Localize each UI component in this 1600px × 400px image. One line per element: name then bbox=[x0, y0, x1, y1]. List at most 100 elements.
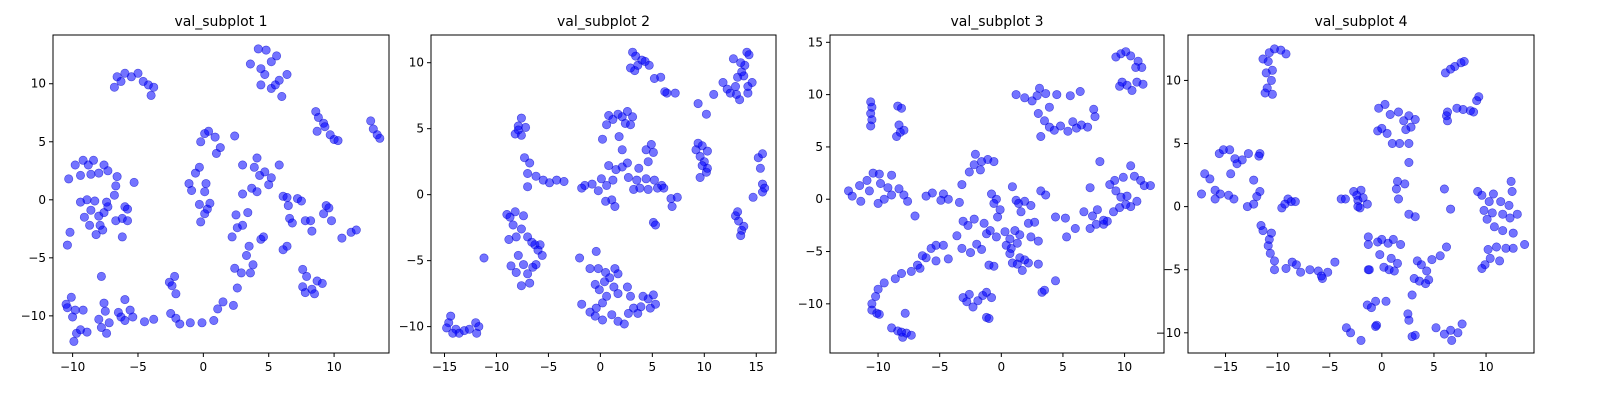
scatter-point bbox=[1105, 180, 1115, 190]
y-tick-label: 5 bbox=[815, 140, 823, 154]
scatter-point bbox=[609, 282, 619, 292]
scatter-point bbox=[1118, 172, 1128, 182]
scatter-point bbox=[102, 328, 112, 338]
scatter-point bbox=[1488, 189, 1498, 199]
scatter-point bbox=[1435, 251, 1445, 261]
scatter-point bbox=[1346, 328, 1356, 338]
scatter-point bbox=[602, 180, 612, 190]
scatter-point bbox=[1379, 262, 1389, 272]
scatter-point bbox=[1237, 155, 1247, 165]
scatter-point bbox=[602, 291, 612, 301]
scatter-point bbox=[1138, 79, 1148, 89]
scatter-point bbox=[90, 196, 100, 206]
scatter-point bbox=[1015, 230, 1025, 240]
scatter-point bbox=[277, 92, 287, 102]
scatter-point bbox=[1389, 266, 1399, 276]
scatter-point bbox=[643, 184, 653, 194]
scatter-point bbox=[104, 318, 114, 328]
scatter-point bbox=[617, 145, 627, 155]
scatter-point bbox=[324, 203, 334, 213]
scatter-point bbox=[123, 204, 133, 214]
scatter-point bbox=[1340, 194, 1350, 204]
scatter-point bbox=[1095, 157, 1105, 167]
y-tick-label: −5 bbox=[406, 254, 424, 268]
scatter-point bbox=[1260, 88, 1270, 98]
scatter-point bbox=[1477, 263, 1487, 273]
scatter-point bbox=[516, 113, 526, 123]
scatter-point bbox=[575, 253, 585, 263]
scatter-point bbox=[894, 184, 904, 194]
scatter-point bbox=[249, 162, 259, 172]
scatter-point bbox=[525, 278, 535, 288]
subplot-title: val_subplot 2 bbox=[557, 14, 650, 30]
scatter-point bbox=[1404, 158, 1414, 168]
scatter-point bbox=[1375, 250, 1385, 260]
scatter-point bbox=[258, 232, 268, 242]
scatter-point bbox=[238, 220, 248, 230]
scatter-point bbox=[1041, 190, 1051, 200]
scatter-point bbox=[1459, 56, 1469, 66]
scatter-point bbox=[1070, 224, 1080, 234]
scatter-point bbox=[1487, 208, 1497, 218]
scatter-point bbox=[1281, 49, 1291, 59]
y-tick-label: −5 bbox=[28, 251, 46, 265]
scatter-point bbox=[1386, 253, 1396, 263]
scatter-point bbox=[594, 285, 604, 295]
scatter-point bbox=[1366, 303, 1376, 313]
scatter-point bbox=[1115, 203, 1125, 213]
scatter-point bbox=[351, 225, 361, 235]
scatter-point bbox=[984, 313, 994, 323]
scatter-point bbox=[518, 211, 528, 221]
scatter-point bbox=[903, 196, 913, 206]
scatter-point bbox=[1362, 199, 1372, 209]
scatter-point bbox=[248, 260, 258, 270]
scatter-point bbox=[957, 243, 967, 253]
scatter-point bbox=[116, 76, 126, 86]
scatter-point bbox=[245, 268, 255, 278]
scatter-point bbox=[643, 157, 653, 167]
scatter-point bbox=[577, 299, 587, 309]
subplot-title: val_subplot 3 bbox=[951, 14, 1044, 30]
scatter-point bbox=[1506, 176, 1516, 186]
scatter-point bbox=[977, 244, 987, 254]
scatter-point bbox=[1072, 123, 1082, 133]
scatter-point bbox=[120, 295, 130, 305]
scatter-point bbox=[622, 282, 632, 292]
y-tick-label: 5 bbox=[38, 135, 46, 149]
scatter-point bbox=[1498, 226, 1508, 236]
scatter-point bbox=[1030, 217, 1040, 227]
scatter-point bbox=[167, 281, 177, 291]
scatter-point bbox=[140, 317, 150, 327]
scatter-point bbox=[931, 256, 941, 266]
scatter-point bbox=[1266, 75, 1276, 85]
scatter-point bbox=[89, 155, 99, 165]
scatter-point bbox=[1085, 183, 1095, 193]
scatter-point bbox=[736, 58, 746, 68]
scatter-point bbox=[1393, 258, 1403, 268]
y-tick-label: 10 bbox=[808, 88, 823, 102]
y-tick-label: −10 bbox=[798, 297, 823, 311]
scatter-point bbox=[993, 212, 1003, 222]
scatter-point bbox=[326, 216, 336, 226]
scatter-point bbox=[601, 196, 611, 206]
scatter-point bbox=[69, 336, 79, 346]
subplot-2: val_subplot 2 −15 −10 −5 0 5 10 15 −10 −5 0 5 10 bbox=[399, 14, 777, 374]
scatter-point bbox=[1020, 196, 1030, 206]
scatter-point bbox=[78, 305, 88, 315]
scatter-point bbox=[623, 308, 633, 318]
scatter-point bbox=[879, 278, 889, 288]
scatter-point bbox=[856, 196, 866, 206]
x-tick-label: 15 bbox=[749, 360, 764, 374]
subplot-3: val_subplot 3 −10 −5 0 5 10 −10 −5 0 5 10 15 bbox=[798, 14, 1165, 374]
scatter-point bbox=[62, 240, 72, 250]
scatter-point bbox=[646, 140, 656, 150]
x-tick-label: −5 bbox=[1321, 360, 1339, 374]
scatter-point bbox=[1400, 179, 1410, 189]
scatter-point bbox=[613, 269, 623, 279]
scatter-point bbox=[1484, 197, 1494, 207]
scatter-point bbox=[149, 82, 159, 92]
x-tick-label: 5 bbox=[649, 360, 657, 374]
scatter-point bbox=[1041, 89, 1051, 99]
y-tick-label: 0 bbox=[1173, 200, 1181, 214]
